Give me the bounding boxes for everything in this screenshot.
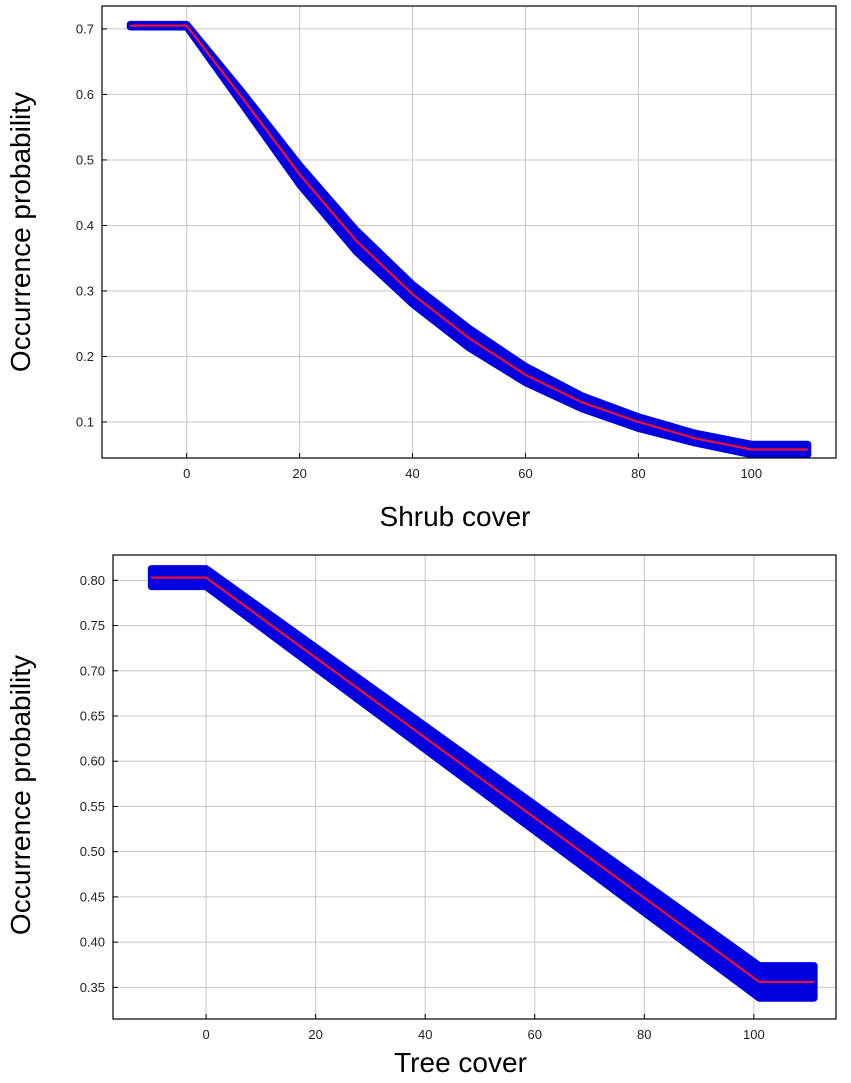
y-tick-label: 0.6 xyxy=(76,87,94,102)
y-tick-label: 0.3 xyxy=(76,283,94,298)
confidence-band xyxy=(147,565,818,1002)
x-tick-label: 100 xyxy=(743,1027,765,1042)
confidence-band xyxy=(126,20,812,459)
x-tick-label: 0 xyxy=(183,466,190,481)
plot-area xyxy=(102,6,836,458)
x-axis-label: Shrub cover xyxy=(380,501,531,532)
x-tick-label: 20 xyxy=(308,1027,322,1042)
y-tick-label: 0.1 xyxy=(76,414,94,429)
x-tick-label: 40 xyxy=(418,1027,432,1042)
chart-2: 0 20 40 60 80 100 0.35 0.40 0.45 0.50 0.55 0.60 0.65… xyxy=(5,554,837,1078)
y-axis-label: Occurrence probability xyxy=(5,92,36,372)
x-tick-label: 20 xyxy=(292,466,306,481)
y-tick-label: 0.40 xyxy=(80,935,105,950)
x-axis-label: Tree cover xyxy=(394,1047,527,1078)
plot-frame xyxy=(112,554,837,1020)
y-tick-label: 0.4 xyxy=(76,218,94,233)
y-tick-label: 0.75 xyxy=(80,618,105,633)
y-tick-label: 0.55 xyxy=(80,799,105,814)
x-tick-label: 0 xyxy=(202,1027,209,1042)
y-tick-label: 0.45 xyxy=(80,889,105,904)
x-tick-label: 80 xyxy=(637,1027,651,1042)
y-tick-label: 0.60 xyxy=(80,754,105,769)
chart-1: 0 20 40 60 80 100 0.1 0.2 0.3 0.4 0.5 0.6 0.7 Shrub c… xyxy=(5,5,837,532)
mean-line xyxy=(130,24,808,451)
x-tick-label: 60 xyxy=(528,1027,542,1042)
y-tick-label: 0.7 xyxy=(76,21,94,36)
y-tick-label: 0.50 xyxy=(80,844,105,859)
plot-frame xyxy=(101,5,837,459)
x-tick-label: 80 xyxy=(631,466,645,481)
y-tick-label: 0.65 xyxy=(80,708,105,723)
y-axis-label: Occurrence probability xyxy=(5,655,36,935)
y-tick-label: 0.70 xyxy=(80,663,105,678)
x-tick-label: 60 xyxy=(518,466,532,481)
y-tick-label: 0.2 xyxy=(76,349,94,364)
x-tick-label: 100 xyxy=(740,466,762,481)
mean-line xyxy=(151,576,815,984)
y-tick-label: 0.80 xyxy=(80,573,105,588)
y-tick-label: 0.35 xyxy=(80,980,105,995)
x-tick-label: 40 xyxy=(405,466,419,481)
y-tick-label: 0.5 xyxy=(76,152,94,167)
